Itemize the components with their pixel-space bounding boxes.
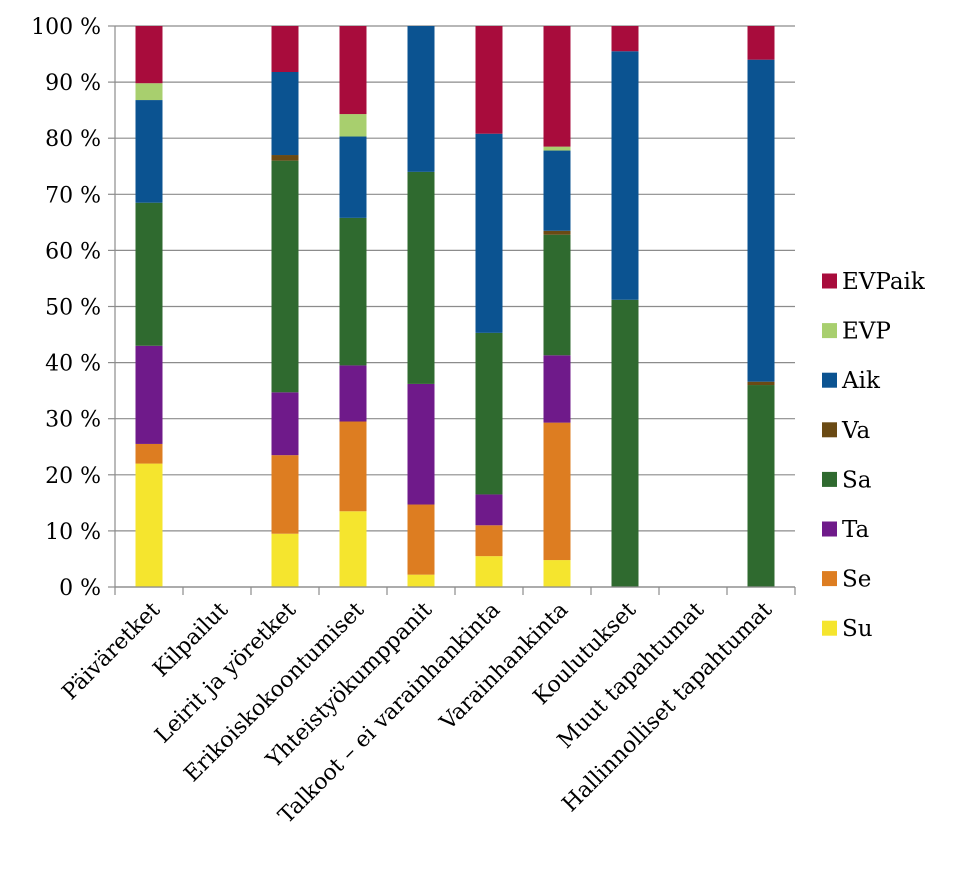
bar-segment-evpaik bbox=[271, 26, 299, 73]
bar-segment-aik bbox=[339, 136, 367, 218]
bar-segment-sa bbox=[611, 299, 639, 587]
bar-segment-evpaik bbox=[339, 26, 367, 115]
bar-segment-evpaik bbox=[747, 26, 775, 60]
bar-segment-evp bbox=[543, 146, 571, 151]
y-tick-label: 0 % bbox=[59, 576, 101, 601]
legend-label: Aik bbox=[841, 368, 881, 394]
legend-label: Se bbox=[842, 567, 871, 593]
bar-segment-aik bbox=[271, 72, 299, 156]
bar-segment-evpaik bbox=[611, 26, 639, 52]
y-tick-label: 20 % bbox=[45, 464, 101, 489]
bar-segment-sa bbox=[407, 171, 435, 384]
legend-swatch-se bbox=[822, 571, 837, 587]
bar-segment-sa bbox=[339, 217, 367, 366]
legend-label: Sa bbox=[842, 467, 872, 493]
bar-segment-aik bbox=[407, 26, 435, 172]
bar-segment-se bbox=[135, 443, 163, 464]
bar-segment-ta bbox=[407, 383, 435, 505]
bar-segment-ta bbox=[271, 392, 299, 456]
bar-segment-su bbox=[339, 511, 367, 587]
legend-swatch-sa bbox=[822, 471, 837, 487]
bar-segment-su bbox=[475, 556, 503, 587]
bar-segment-se bbox=[475, 525, 503, 557]
bar-segment-se bbox=[271, 455, 299, 534]
legend-label: Va bbox=[841, 418, 870, 444]
bar-segment-ta bbox=[135, 345, 163, 444]
legend-swatch-evpaik bbox=[822, 273, 837, 289]
bar-segment-se bbox=[339, 421, 367, 512]
bar-segment-aik bbox=[747, 59, 775, 382]
y-tick-label: 80 % bbox=[45, 127, 101, 152]
legend-swatch-va bbox=[822, 422, 837, 438]
y-tick-label: 10 % bbox=[45, 520, 101, 545]
y-tick-label: 50 % bbox=[45, 296, 101, 321]
bar-segment-evp bbox=[339, 114, 367, 137]
bar-segment-evpaik bbox=[543, 26, 571, 147]
bar-segment-va bbox=[543, 230, 571, 235]
gridlines bbox=[108, 25, 795, 588]
bar-segment-se bbox=[407, 504, 435, 575]
bar-segment-va bbox=[271, 155, 299, 161]
legend-label: EVPaik bbox=[842, 269, 926, 295]
bar-segment-su bbox=[135, 463, 163, 587]
bar-segment-ta bbox=[339, 365, 367, 422]
bars bbox=[135, 26, 775, 587]
bar-segment-sa bbox=[135, 202, 163, 346]
bar-segment-sa bbox=[475, 332, 503, 495]
y-tick-labels: 0 % 10 % 20 % 30 % 40 % 50 % 60 % 70 % 80 % 90 % 1… bbox=[31, 15, 101, 601]
bar-segment-sa bbox=[543, 234, 571, 356]
bar-segment-su bbox=[271, 533, 299, 587]
y-tick-label: 90 % bbox=[45, 71, 101, 96]
bar-segment-sa bbox=[271, 160, 299, 393]
bar-segment-ta bbox=[475, 494, 503, 526]
legend-label: EVP bbox=[842, 319, 891, 345]
bar-segment-sa bbox=[747, 385, 775, 587]
y-tick-label: 60 % bbox=[45, 239, 101, 264]
bar-segment-su bbox=[407, 574, 435, 587]
legend-swatch-ta bbox=[822, 521, 837, 537]
legend-swatch-su bbox=[822, 620, 837, 636]
category-label: Päiväretket bbox=[58, 597, 166, 705]
bar-segment-aik bbox=[475, 133, 503, 333]
bar-segment-ta bbox=[543, 355, 571, 423]
axes bbox=[114, 26, 796, 595]
bar-segment-va bbox=[747, 381, 775, 386]
bar-segment-aik bbox=[135, 100, 163, 203]
y-tick-label: 30 % bbox=[45, 408, 101, 433]
legend-swatch-aik bbox=[822, 372, 837, 388]
legend-label: Su bbox=[842, 616, 873, 642]
bar-segment-evp bbox=[135, 83, 163, 101]
y-tick-label: 100 % bbox=[31, 15, 101, 40]
bar-segment-evpaik bbox=[135, 26, 163, 84]
y-tick-label: 70 % bbox=[45, 183, 101, 208]
bar-segment-su bbox=[543, 560, 571, 587]
legend-label: Ta bbox=[842, 517, 870, 543]
bar-segment-aik bbox=[543, 150, 571, 231]
category-label: Varainhankinta bbox=[435, 598, 573, 736]
bar-segment-se bbox=[543, 422, 571, 561]
bar-segment-aik bbox=[611, 51, 639, 300]
legend: EVPaik EVP Aik Va Sa Ta Se Su bbox=[822, 269, 926, 642]
y-tick-label: 40 % bbox=[45, 352, 101, 377]
legend-swatch-evp bbox=[822, 323, 837, 339]
bar-segment-evpaik bbox=[475, 26, 503, 134]
